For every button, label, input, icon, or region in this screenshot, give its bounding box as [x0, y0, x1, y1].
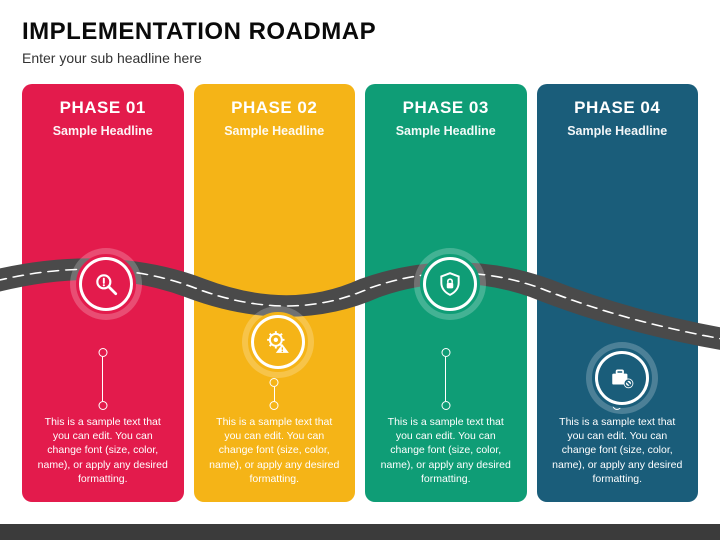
phase-headline: Sample Headline	[53, 124, 153, 138]
phase-desc: This is a sample text that you can edit.…	[375, 415, 517, 486]
briefcase-block-icon	[609, 365, 635, 391]
shield-lock-icon	[437, 271, 463, 297]
phase-label: PHASE 04	[574, 98, 660, 118]
phase-headline: Sample Headline	[396, 124, 496, 138]
header: IMPLEMENTATION ROADMAP Enter your sub he…	[0, 0, 720, 76]
connector-line	[102, 357, 103, 401]
page-title: IMPLEMENTATION ROADMAP	[22, 18, 698, 46]
phase-label: PHASE 01	[60, 98, 146, 118]
phase-headline: Sample Headline	[567, 124, 667, 138]
phase-label: PHASE 03	[403, 98, 489, 118]
phase-node-1	[70, 248, 142, 320]
magnifier-alert-icon	[93, 271, 119, 297]
footer-bar	[0, 524, 720, 540]
phase-desc: This is a sample text that you can edit.…	[32, 415, 174, 486]
phase-column-2: PHASE 02 Sample Headline This is a sampl…	[194, 84, 356, 502]
connector-line	[274, 387, 275, 401]
phase-node-3	[414, 248, 486, 320]
phase-label: PHASE 02	[231, 98, 317, 118]
phase-desc: This is a sample text that you can edit.…	[204, 415, 346, 486]
page-subtitle: Enter your sub headline here	[22, 50, 698, 66]
phase-desc: This is a sample text that you can edit.…	[547, 415, 689, 486]
phase-node-2	[242, 306, 314, 378]
phase-column-4: PHASE 04 Sample Headline This is a sampl…	[537, 84, 699, 502]
phase-headline: Sample Headline	[224, 124, 324, 138]
gear-alert-icon	[265, 329, 291, 355]
phase-node-4	[586, 342, 658, 414]
connector-line	[445, 357, 446, 401]
